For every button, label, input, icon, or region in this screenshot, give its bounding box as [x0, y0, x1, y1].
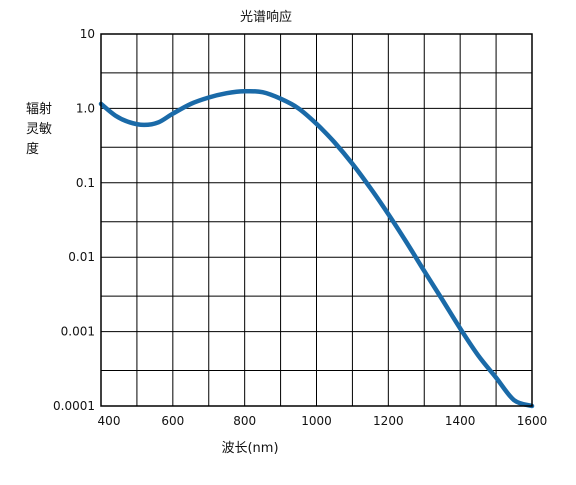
x-tick-label: 1000 [301, 414, 332, 428]
chart-title: 光谱响应 [240, 9, 292, 25]
y-tick-labels: 0.0001 0.001 0.01 0.1 1.0 10 [53, 27, 95, 413]
x-tick-label: 600 [161, 414, 184, 428]
x-tick-label: 800 [233, 414, 256, 428]
y-tick-label: 0.1 [76, 176, 95, 190]
y-tick-label: 0.01 [68, 250, 95, 264]
x-tick-label: 400 [98, 414, 121, 428]
y-tick-label: 1.0 [76, 101, 95, 115]
plot-frame [100, 33, 533, 407]
x-tick-label: 1200 [373, 414, 404, 428]
x-tick-label: 1600 [517, 414, 548, 428]
y-tick-label: 0.0001 [53, 399, 95, 413]
grid [100, 33, 533, 407]
x-tick-label: 1400 [445, 414, 476, 428]
y-axis-label-line-1: 辐射 [26, 101, 52, 117]
series-line [98, 88, 535, 409]
x-tick-labels: 400 600 800 1000 1200 1400 1600 [98, 414, 548, 428]
y-axis-label-line-3: 度 [26, 141, 39, 157]
y-tick-label: 0.001 [61, 325, 95, 339]
y-axis-label-line-2: 灵敏 [26, 122, 52, 137]
y-tick-label: 10 [80, 27, 95, 41]
y-axis-label: 辐射 灵敏 度 [26, 101, 52, 157]
x-axis-label: 波长(nm) [221, 441, 278, 456]
